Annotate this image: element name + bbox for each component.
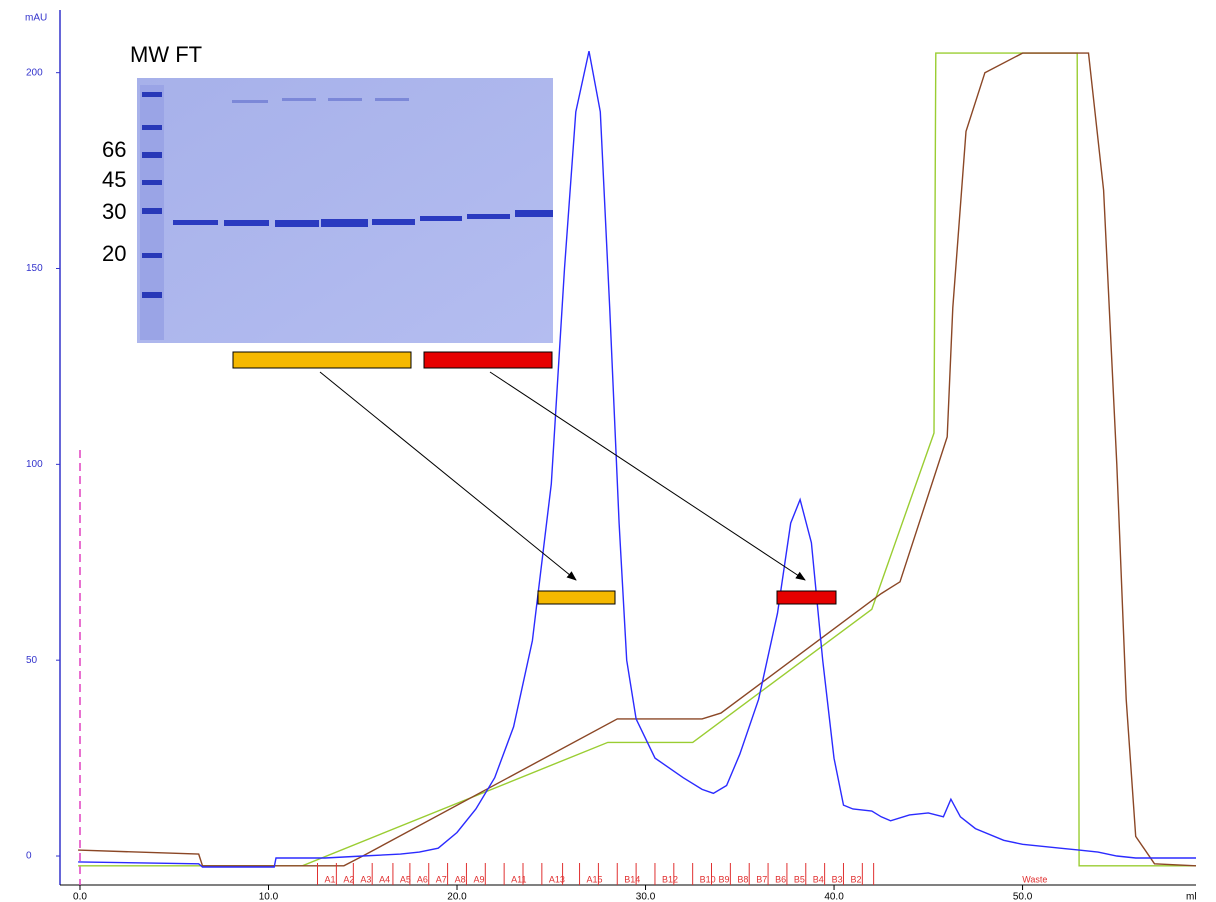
x-tick-label: 40.0 [824, 892, 844, 902]
fraction-label: B12 [662, 874, 678, 884]
y-tick-label: 150 [26, 263, 43, 274]
fraction-label: B3 [832, 874, 843, 884]
fraction-label: B5 [794, 874, 805, 884]
fraction-label: B10 [700, 874, 716, 884]
gel-image [137, 78, 553, 343]
chart: mAU ml MW FT 66 45 30 20 0 50 100 150 200 0.0… [0, 0, 1216, 902]
fraction-label: A11 [511, 874, 526, 884]
fraction-label: A2 [343, 874, 354, 884]
y-tick-label: 100 [26, 459, 43, 470]
mw-label: 66 [102, 137, 126, 162]
fraction-label: A5 [400, 874, 411, 884]
gel-header: MW FT [130, 42, 202, 67]
x-tick-label: 10.0 [259, 892, 279, 902]
peak-bar-orange [538, 591, 615, 604]
fraction-label: B7 [756, 874, 767, 884]
fraction-label: A6 [417, 874, 428, 884]
fraction-label: B8 [737, 874, 748, 884]
fraction-label: A4 [379, 874, 390, 884]
pool-bar-red [424, 352, 552, 368]
fraction-label: A1 [325, 874, 336, 884]
fraction-label: B2 [850, 874, 861, 884]
x-tick-label: 50.0 [1013, 892, 1033, 902]
fraction-label: B6 [775, 874, 786, 884]
fraction-label: A8 [455, 874, 466, 884]
fraction-label: Waste [1022, 874, 1047, 884]
y-axis-label: mAU [25, 13, 47, 24]
gel-inset: MW FT 66 45 30 20 [102, 42, 836, 604]
x-axis-label: ml [1186, 892, 1197, 902]
fraction-label: B9 [719, 874, 730, 884]
pool-bar-orange [233, 352, 411, 368]
mw-label: 30 [102, 199, 126, 224]
fraction-label: A15 [587, 874, 603, 884]
fraction-label: A3 [360, 874, 371, 884]
fraction-label: B4 [813, 874, 824, 884]
peak-bar-red [777, 591, 836, 604]
y-tick-label: 200 [26, 67, 43, 78]
fraction-label: B14 [624, 874, 640, 884]
y-tick-label: 50 [26, 655, 38, 666]
x-tick-label: 0.0 [73, 892, 87, 902]
fraction-label: A9 [473, 874, 484, 884]
x-tick-label: 30.0 [636, 892, 656, 902]
mw-label: 20 [102, 241, 126, 266]
x-tick-label: 20.0 [447, 892, 467, 902]
mw-label: 45 [102, 167, 126, 192]
fraction-label: A7 [436, 874, 447, 884]
y-tick-label: 0 [26, 851, 32, 862]
